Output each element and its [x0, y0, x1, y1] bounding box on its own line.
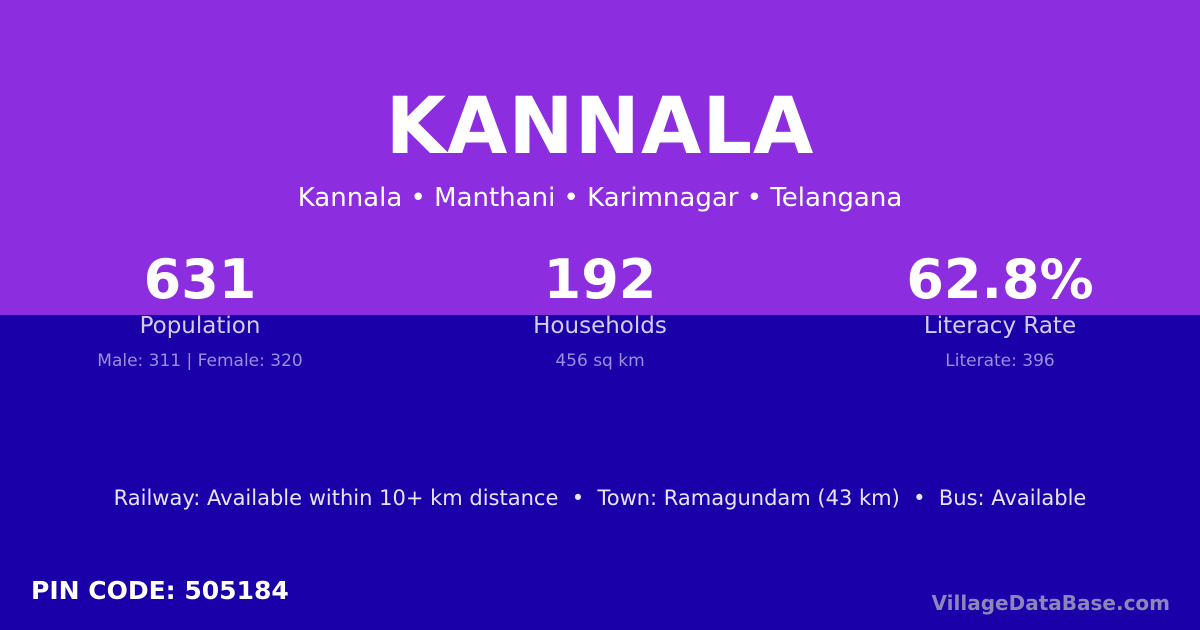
stat-population: 631 Population Male: 311 | Female: 320 [0, 248, 400, 372]
stat-label: Households [533, 313, 667, 339]
stat-literacy: 62.8% Literacy Rate Literate: 396 [800, 248, 1200, 372]
header-band [0, 0, 1200, 315]
stat-detail: Literate: 396 [945, 351, 1055, 371]
stat-label: Population [139, 313, 261, 339]
connectivity-info: Railway: Available within 10+ km distanc… [113, 486, 1087, 510]
stat-label: Literacy Rate [923, 313, 1077, 339]
stat-detail: Male: 311 | Female: 320 [97, 351, 303, 371]
pin-code: PIN CODE: 505184 [31, 576, 289, 605]
location-breadcrumb: Kannala • Manthani • Karimnagar • Telang… [297, 183, 903, 213]
stat-value: 631 [143, 248, 257, 311]
brand-logo: VillageDataBase.com [931, 591, 1170, 615]
stat-value: 62.8% [906, 248, 1094, 311]
stat-value: 192 [543, 248, 657, 311]
village-title: KANNALA [385, 82, 815, 172]
stat-households: 192 Households 456 sq km [400, 248, 800, 372]
stat-detail: 456 sq km [555, 351, 645, 371]
